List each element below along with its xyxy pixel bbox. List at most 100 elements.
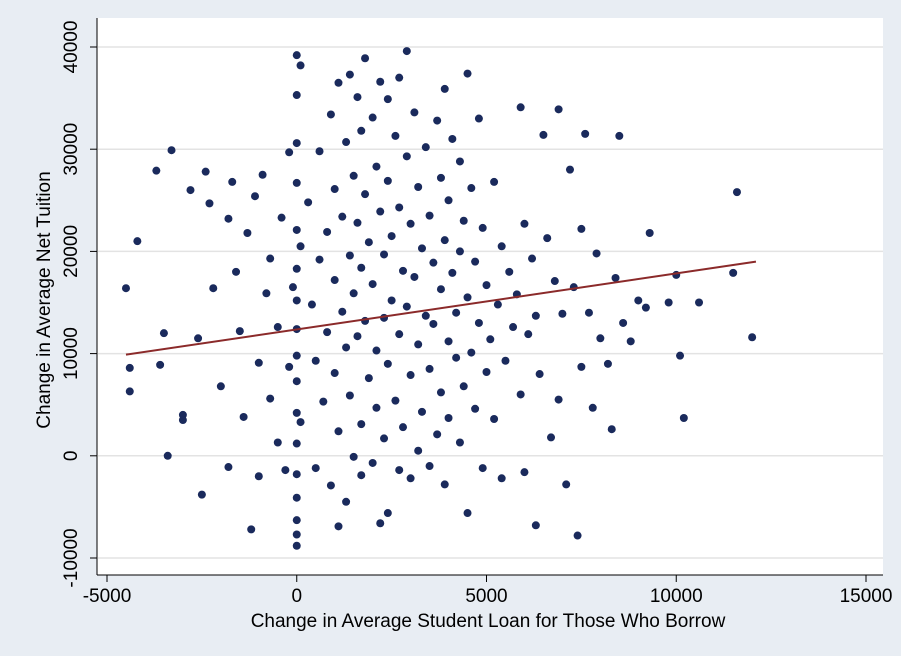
point xyxy=(368,458,377,467)
point xyxy=(444,337,453,346)
point xyxy=(292,91,301,100)
point xyxy=(455,157,464,166)
point xyxy=(558,309,567,318)
point xyxy=(528,254,537,263)
point xyxy=(436,388,445,397)
point xyxy=(292,408,301,417)
point xyxy=(376,207,385,216)
point xyxy=(292,470,301,479)
point xyxy=(361,190,370,199)
point xyxy=(357,263,366,272)
point xyxy=(486,335,495,344)
point xyxy=(641,303,650,312)
plot-area xyxy=(97,18,883,575)
point xyxy=(474,114,483,123)
point xyxy=(167,146,176,155)
x-tick-label: 0 xyxy=(291,586,302,607)
point xyxy=(417,407,426,416)
point xyxy=(125,387,134,396)
point xyxy=(292,51,301,60)
point xyxy=(292,264,301,273)
point xyxy=(729,268,738,277)
point xyxy=(520,468,529,477)
point xyxy=(368,280,377,289)
point xyxy=(285,362,294,371)
point xyxy=(554,395,563,404)
point xyxy=(634,296,643,305)
point xyxy=(471,257,480,266)
point xyxy=(349,289,358,298)
point xyxy=(748,333,757,342)
point xyxy=(319,397,328,406)
point xyxy=(547,433,556,442)
point xyxy=(349,171,358,180)
point xyxy=(372,346,381,355)
point xyxy=(330,185,339,194)
point xyxy=(463,293,472,302)
point xyxy=(592,249,601,258)
point xyxy=(330,276,339,285)
point xyxy=(679,413,688,422)
point xyxy=(205,199,214,208)
point xyxy=(323,328,332,337)
point xyxy=(478,223,487,232)
point xyxy=(539,130,548,139)
point xyxy=(380,434,389,443)
point xyxy=(433,116,442,125)
point xyxy=(509,323,518,332)
point xyxy=(505,267,514,276)
point xyxy=(421,311,430,320)
point xyxy=(163,451,172,460)
point xyxy=(619,318,628,327)
point xyxy=(399,423,408,432)
point xyxy=(695,298,704,307)
x-tick-label: 5000 xyxy=(465,586,507,607)
point xyxy=(455,438,464,447)
point xyxy=(410,272,419,281)
point xyxy=(391,131,400,140)
point xyxy=(296,242,305,251)
point xyxy=(311,464,320,473)
point xyxy=(531,311,540,320)
point xyxy=(406,474,415,483)
point xyxy=(315,147,324,156)
point xyxy=(395,73,404,82)
point xyxy=(251,192,260,201)
point xyxy=(292,439,301,448)
point xyxy=(607,425,616,434)
point xyxy=(357,126,366,135)
y-tick-label: 10000 xyxy=(61,327,82,380)
point xyxy=(421,143,430,152)
y-axis-label: Change in Average Net Tuition xyxy=(34,171,55,428)
point xyxy=(467,184,476,193)
point xyxy=(342,497,351,506)
point xyxy=(372,162,381,171)
point xyxy=(463,69,472,78)
point xyxy=(584,308,593,317)
point xyxy=(224,214,233,223)
point xyxy=(216,382,225,391)
point xyxy=(516,103,525,112)
point xyxy=(292,541,301,550)
point xyxy=(266,394,275,403)
point xyxy=(535,370,544,379)
point xyxy=(285,148,294,157)
point xyxy=(334,427,343,436)
point xyxy=(402,302,411,311)
point xyxy=(292,296,301,305)
point xyxy=(391,396,400,405)
point xyxy=(664,298,673,307)
point xyxy=(334,522,343,531)
point xyxy=(349,452,358,461)
y-tick-label: 40000 xyxy=(61,21,82,74)
point xyxy=(732,188,741,197)
point xyxy=(410,108,419,117)
point xyxy=(414,183,423,192)
point xyxy=(152,166,161,175)
point xyxy=(326,110,335,119)
x-axis-label: Change in Average Student Loan for Those… xyxy=(251,611,726,632)
point xyxy=(565,165,574,174)
y-tick-label: 0 xyxy=(61,451,82,462)
y-tick-label: 30000 xyxy=(61,123,82,176)
point xyxy=(292,516,301,525)
